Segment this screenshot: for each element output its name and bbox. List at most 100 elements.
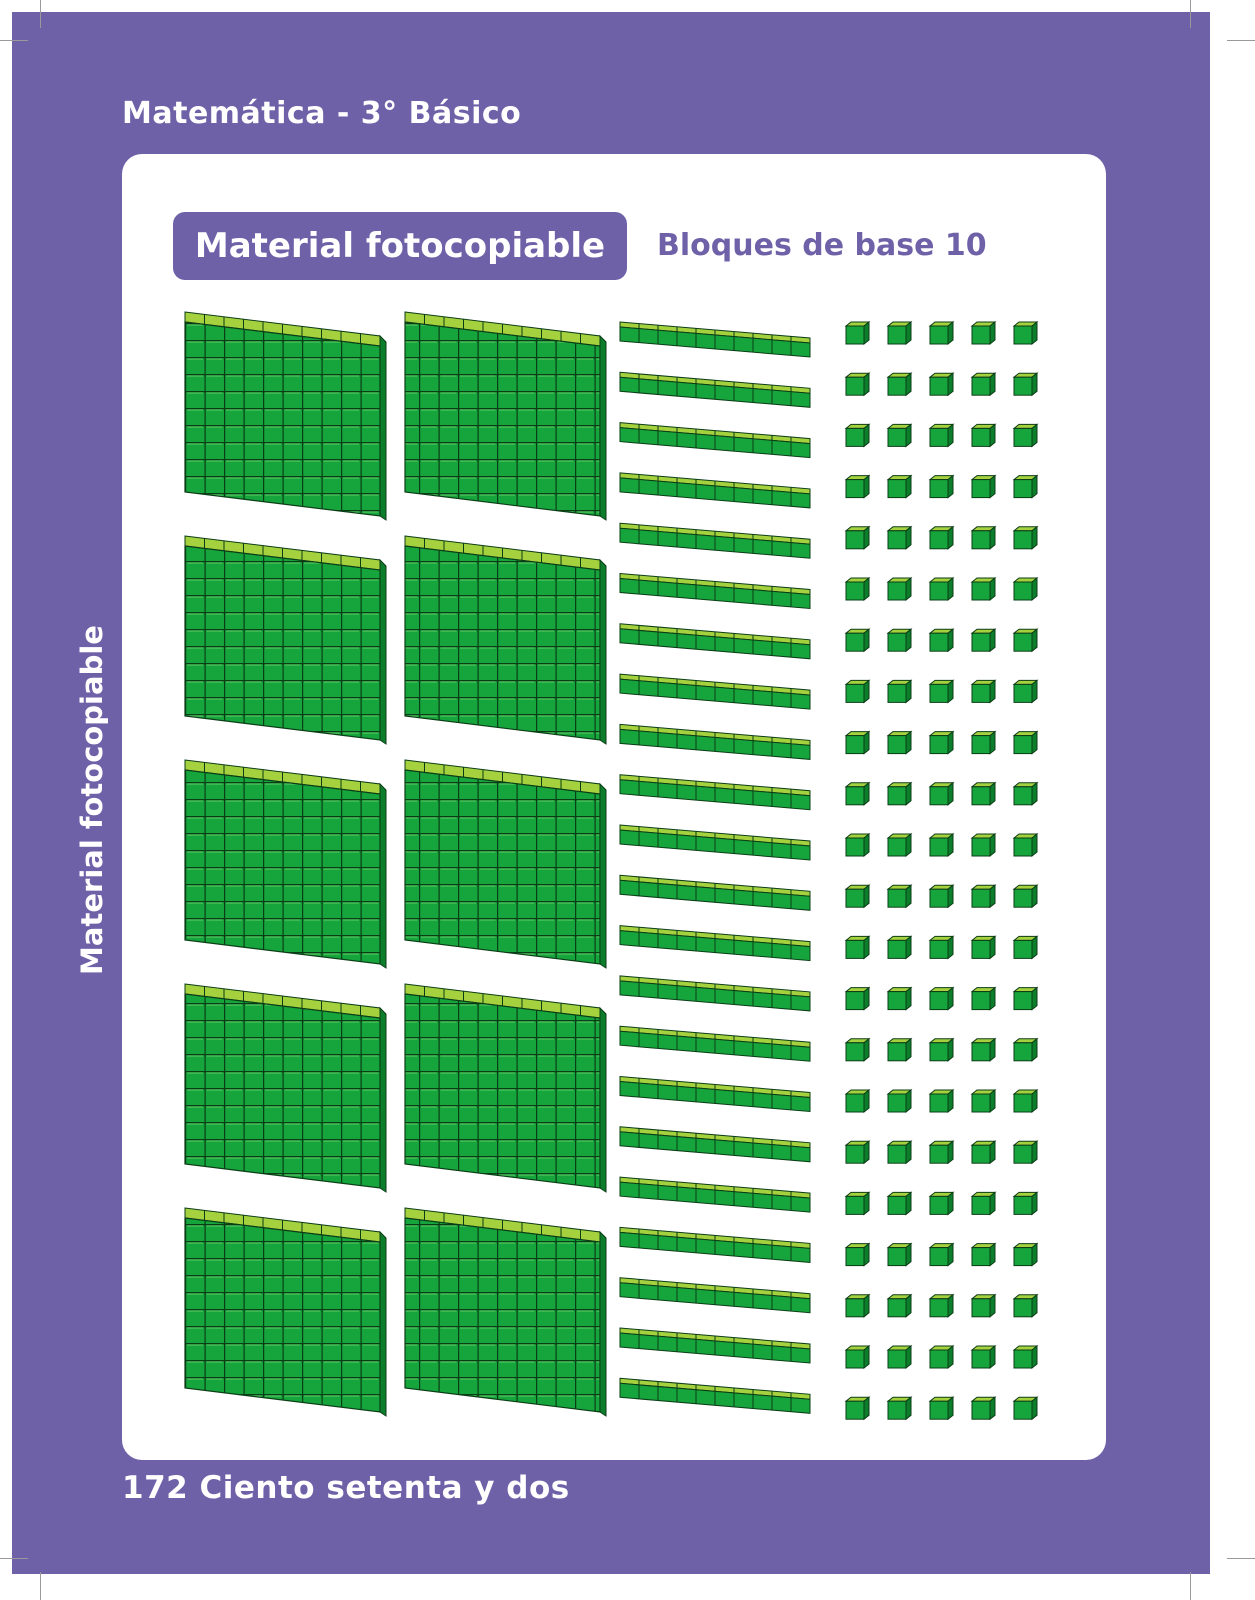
rod-block <box>619 925 811 962</box>
unit-cube <box>970 320 997 346</box>
unit-cube <box>844 679 871 704</box>
unit-cube <box>886 1396 913 1421</box>
unit-cube <box>1012 628 1039 653</box>
unit-cube <box>844 986 871 1011</box>
unit-cube <box>970 986 997 1011</box>
rod-block <box>619 572 811 610</box>
unit-cube <box>928 372 955 397</box>
units-group <box>844 320 1039 1421</box>
rod-block <box>619 522 811 559</box>
unit-cube <box>970 1088 997 1114</box>
badge-label: Material fotocopiable <box>194 226 606 266</box>
crop-mark-top-left <box>40 0 41 28</box>
unit-cube <box>1012 525 1039 550</box>
unit-cube <box>970 730 997 755</box>
rod-block <box>619 1226 811 1263</box>
flat-block <box>404 983 607 1193</box>
unit-cube <box>1012 474 1039 499</box>
unit-cube <box>928 320 955 346</box>
unit-cube <box>886 1191 913 1216</box>
unit-cube <box>928 576 955 602</box>
material-badge: Material fotocopiable <box>173 212 627 280</box>
rod-block <box>619 371 811 408</box>
unit-cube <box>970 1344 997 1370</box>
unit-cube <box>970 1396 997 1421</box>
unit-cube <box>844 884 871 909</box>
unit-cube <box>886 1293 913 1318</box>
unit-cube <box>928 730 955 755</box>
unit-cube <box>844 320 871 346</box>
unit-cube <box>1012 730 1039 755</box>
unit-cube <box>928 1293 955 1318</box>
unit-cube <box>844 1293 871 1318</box>
unit-cube <box>886 1037 913 1062</box>
unit-cube <box>844 474 871 499</box>
unit-cube <box>970 832 997 858</box>
unit-cube <box>970 1293 997 1318</box>
unit-cube <box>844 1242 871 1267</box>
unit-cube <box>844 423 871 448</box>
rod-block <box>619 1025 811 1062</box>
rod-block <box>619 422 811 459</box>
flat-block <box>184 983 387 1193</box>
unit-cube <box>928 1191 955 1216</box>
unit-cube <box>1012 1037 1039 1062</box>
unit-cube <box>928 781 955 806</box>
rod-block <box>619 321 811 358</box>
unit-cube <box>970 423 997 448</box>
crop-mark-bottom-left <box>40 1572 41 1600</box>
unit-cube <box>928 1140 955 1165</box>
unit-cube <box>928 679 955 704</box>
unit-cube <box>844 576 871 602</box>
unit-cube <box>886 576 913 602</box>
unit-cube <box>970 474 997 499</box>
unit-cube <box>970 935 997 960</box>
rod-block <box>619 1075 811 1113</box>
unit-cube <box>886 525 913 550</box>
unit-cube <box>1012 1088 1039 1114</box>
unit-cube <box>1012 1396 1039 1421</box>
unit-cube <box>886 1344 913 1370</box>
unit-cube <box>1012 781 1039 806</box>
unit-cube <box>928 525 955 550</box>
unit-cube <box>970 628 997 653</box>
unit-cube <box>844 935 871 960</box>
crop-mark-bottom-right-h <box>1227 1558 1255 1559</box>
unit-cube <box>1012 986 1039 1011</box>
unit-cube <box>886 1242 913 1267</box>
rod-block <box>619 1176 811 1213</box>
unit-cube <box>844 1088 871 1114</box>
unit-cube <box>844 832 871 858</box>
unit-cube <box>1012 1344 1039 1370</box>
flat-block <box>404 535 607 745</box>
unit-cube <box>928 884 955 909</box>
unit-cube <box>1012 423 1039 448</box>
crop-mark-bottom-right <box>1190 1572 1191 1600</box>
unit-cube <box>886 423 913 448</box>
crop-mark-top-right <box>1190 0 1191 28</box>
unit-cube <box>928 474 955 499</box>
flat-block <box>404 311 607 521</box>
unit-cube <box>844 1037 871 1062</box>
flats-group <box>184 311 607 1417</box>
rod-block <box>619 623 811 660</box>
unit-cube <box>886 781 913 806</box>
unit-cube <box>886 935 913 960</box>
unit-cube <box>1012 372 1039 397</box>
unit-cube <box>1012 1242 1039 1267</box>
unit-cube <box>928 1037 955 1062</box>
unit-cube <box>1012 576 1039 602</box>
rod-block <box>619 1377 811 1414</box>
unit-cube <box>970 1037 997 1062</box>
unit-cube <box>970 1140 997 1165</box>
unit-cube <box>928 935 955 960</box>
crop-mark-top-right-h <box>1227 40 1255 41</box>
unit-cube <box>844 1396 871 1421</box>
unit-cube <box>844 781 871 806</box>
unit-cube <box>844 1191 871 1216</box>
unit-cube <box>886 628 913 653</box>
unit-cube <box>1012 935 1039 960</box>
unit-cube <box>970 1191 997 1216</box>
unit-cube <box>1012 1140 1039 1165</box>
